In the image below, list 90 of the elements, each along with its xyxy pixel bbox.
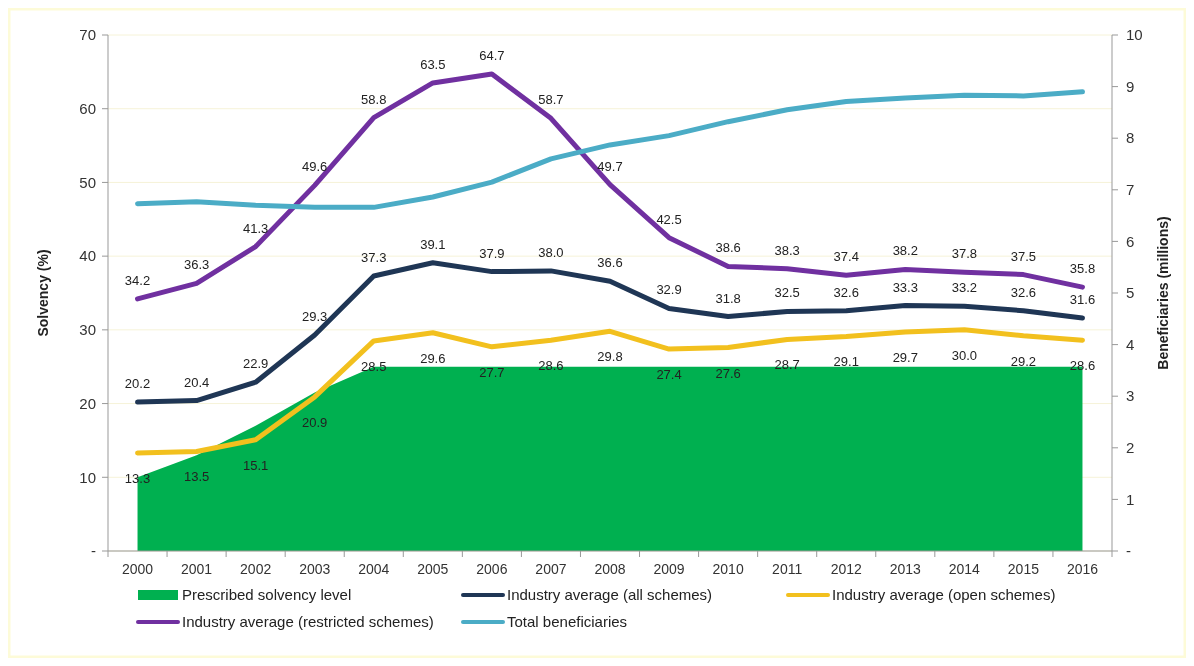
y2-axis-title: Beneficiaries (millions) <box>1155 216 1171 370</box>
data-label: 37.3 <box>361 250 387 266</box>
data-label: 27.6 <box>715 365 741 381</box>
x-tick-label: 2015 <box>1007 561 1040 577</box>
data-label: 36.3 <box>183 257 210 273</box>
legend-label: Total beneficiaries <box>507 613 628 631</box>
data-label: 29.6 <box>420 350 446 366</box>
data-label: 64.7 <box>479 48 505 64</box>
data-label: 31.8 <box>715 290 741 306</box>
data-label: 38.0 <box>538 244 564 260</box>
x-tick-label: 2012 <box>830 561 863 577</box>
data-label: 38.6 <box>715 240 741 256</box>
data-label: 37.8 <box>951 246 978 262</box>
data-label: 33.3 <box>892 279 918 295</box>
legend-label: Prescribed solvency level <box>182 586 352 604</box>
data-label: 32.5 <box>774 285 800 301</box>
data-label: 38.3 <box>774 242 800 258</box>
y2-tick-label: 2 <box>1126 439 1135 457</box>
y-axis-title: Solvency (%) <box>35 249 51 337</box>
y2-tick-label: 6 <box>1126 232 1135 250</box>
data-label: 37.4 <box>833 249 859 265</box>
data-label: 41.3 <box>242 220 269 236</box>
data-label: 13.5 <box>183 469 210 485</box>
legend-label: Industry average (all schemes) <box>507 586 713 604</box>
y-tick-label: 40 <box>79 247 96 265</box>
y-tick-label: 60 <box>79 99 96 117</box>
data-label: 38.2 <box>892 243 918 259</box>
data-label: 49.6 <box>302 159 328 175</box>
data-label: 28.6 <box>1069 358 1096 374</box>
data-label: 32.9 <box>656 282 682 298</box>
data-label: 27.4 <box>656 367 682 383</box>
y2-tick-label: 8 <box>1126 129 1135 147</box>
data-label: 37.5 <box>1010 248 1037 264</box>
data-label: 20.9 <box>302 414 328 430</box>
x-tick-label: 2001 <box>181 561 213 577</box>
x-tick-label: 2003 <box>299 561 331 577</box>
y2-tick-label: 5 <box>1126 284 1135 302</box>
data-label: 58.8 <box>361 91 387 107</box>
x-tick-label: 2014 <box>948 561 981 577</box>
y2-tick-label: 4 <box>1126 335 1135 353</box>
data-label: 29.3 <box>302 309 328 325</box>
data-label: 22.9 <box>242 356 269 372</box>
x-tick-label: 2011 <box>772 561 803 577</box>
y2-tick-label: 3 <box>1126 387 1135 405</box>
data-label: 63.5 <box>420 56 446 72</box>
data-label: 36.6 <box>597 255 623 271</box>
y2-tick-label: 1 <box>1126 490 1135 508</box>
data-label: 15.1 <box>242 457 269 473</box>
y2-tick-label: 10 <box>1126 26 1143 44</box>
y-tick-label: 70 <box>79 26 96 44</box>
data-label: 35.8 <box>1069 261 1096 277</box>
data-label: 20.2 <box>124 376 151 392</box>
y2-tick-label: 7 <box>1126 181 1135 199</box>
x-tick-label: 2007 <box>535 561 567 577</box>
x-tick-label: 2016 <box>1066 561 1099 577</box>
data-label: 29.8 <box>597 349 623 365</box>
data-label: 39.1 <box>420 236 446 252</box>
data-label: 33.2 <box>951 280 978 296</box>
data-label: 58.7 <box>538 92 564 108</box>
y-tick-label: - <box>91 542 96 560</box>
data-label: 32.6 <box>1010 284 1037 300</box>
legend-label: Industry average (open schemes) <box>832 586 1056 604</box>
data-label: 31.6 <box>1069 292 1096 308</box>
data-label: 34.2 <box>124 272 151 288</box>
x-tick-label: 2002 <box>240 561 272 577</box>
data-label: 32.6 <box>833 284 859 300</box>
x-tick-label: 2010 <box>712 561 744 577</box>
x-tick-label: 2004 <box>358 561 390 577</box>
data-label: 42.5 <box>656 211 682 227</box>
data-label: 27.7 <box>479 364 505 380</box>
data-label: 49.7 <box>597 158 623 174</box>
y-tick-label: 50 <box>79 173 96 191</box>
y-tick-label: 20 <box>79 394 96 412</box>
x-tick-label: 2006 <box>476 561 508 577</box>
y2-tick-label: 9 <box>1126 77 1135 95</box>
data-label: 29.7 <box>892 350 918 366</box>
y2-tick-label: - <box>1126 542 1131 560</box>
data-label: 29.2 <box>1010 353 1037 369</box>
x-tick-label: 2005 <box>417 561 449 577</box>
x-tick-label: 2009 <box>653 561 685 577</box>
y-tick-label: 30 <box>79 321 96 339</box>
y-tick-label: 10 <box>79 468 96 486</box>
x-tick-label: 2008 <box>594 561 626 577</box>
data-label: 20.4 <box>183 374 210 390</box>
data-label: 29.1 <box>833 354 859 370</box>
data-label: 30.0 <box>951 347 978 363</box>
x-tick-label: 2000 <box>121 561 154 577</box>
legend-label: Industry average (restricted schemes) <box>182 613 434 631</box>
data-label: 37.9 <box>479 245 505 261</box>
x-tick-label: 2013 <box>889 561 922 577</box>
